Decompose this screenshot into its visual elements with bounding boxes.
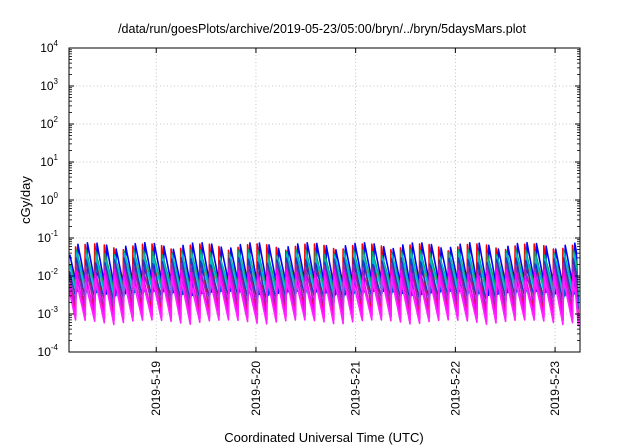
x-tick-label: 2019-5-20 (249, 361, 263, 416)
y-tick-label: 10-4 (38, 343, 59, 359)
y-tick-label: 10-3 (38, 305, 59, 321)
y-tick-label: 101 (40, 153, 58, 169)
chart-title: /data/run/goesPlots/archive/2019-05-23/0… (118, 22, 526, 36)
series-line (68, 275, 580, 327)
x-axis-title: Coordinated Universal Time (UTC) (224, 430, 423, 445)
y-tick-label: 100 (40, 191, 58, 207)
x-axis: 2019-5-19 2019-5-20 2019-5-21 2019-5-22 2019… (149, 48, 562, 416)
y-tick-label: 10-2 (38, 267, 59, 283)
y-axis: 10-4 10-3 10-2 10-1 100 101 102 103 104 (38, 39, 580, 359)
y-tick-label: 104 (40, 39, 58, 55)
y-tick-label: 103 (40, 77, 58, 93)
x-tick-label: 2019-5-22 (448, 361, 462, 416)
x-tick-label: 2019-5-21 (349, 361, 363, 416)
x-tick-label: 2019-5-23 (548, 361, 562, 416)
x-tick-label: 2019-5-19 (149, 361, 163, 416)
y-tick-label: 10-1 (38, 229, 59, 245)
y-axis-title: cGy/day (18, 176, 33, 224)
y-tick-label: 102 (40, 115, 58, 131)
data-series (68, 241, 580, 327)
